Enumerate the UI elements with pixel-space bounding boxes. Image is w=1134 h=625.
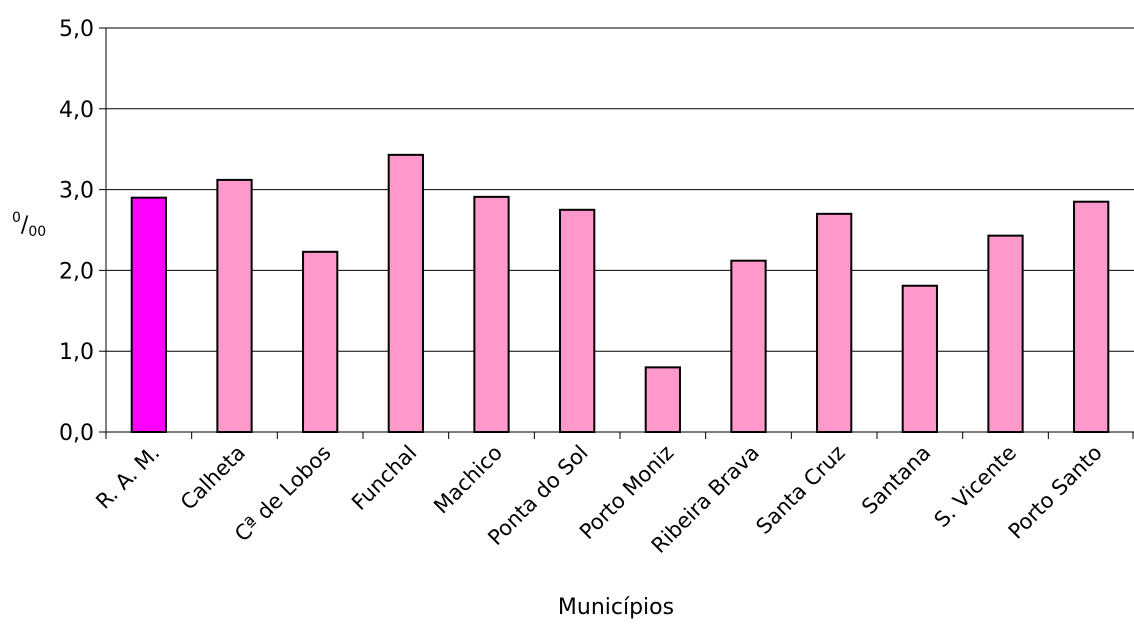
bars [130,153,1110,434]
y-tick-label: 2,0 [59,259,94,284]
y-tick-label: 1,0 [59,340,94,365]
x-tick-label: Machico [429,441,507,519]
x-tick-label: Santa Cruz [751,441,849,539]
y-axis-label: 0/00 [12,210,46,240]
y-tick-label: 4,0 [59,98,94,123]
bar-11 [1073,200,1110,433]
axes [105,28,1134,433]
bar-2 [302,250,339,433]
x-axis-label: Municípios [558,595,674,620]
bar-0 [130,196,167,433]
bar-10 [987,234,1024,433]
bar-7 [730,259,767,434]
x-tick-label: Funchal [347,441,421,515]
x-tick-label: Calheta [176,441,250,515]
x-tick-label: S. Vicente [930,441,1021,532]
bar-4 [473,195,510,433]
x-tick-label: R. A. M. [91,441,164,514]
y-tick-label: 0,0 [59,421,94,446]
bar-9 [901,284,938,434]
y-axis-ticks: 0,0 1,0 2,0 3,0 4,0 5,0 [59,17,106,446]
y-tick-label: 5,0 [59,17,94,42]
x-tick-label: Santana [857,441,935,519]
gridlines [106,27,1134,352]
bar-3 [387,153,424,434]
bar-5 [559,208,596,433]
bar-6 [644,366,681,433]
bar-1 [216,178,253,433]
bar-8 [816,212,853,433]
y-tick-label: 3,0 [59,179,94,204]
